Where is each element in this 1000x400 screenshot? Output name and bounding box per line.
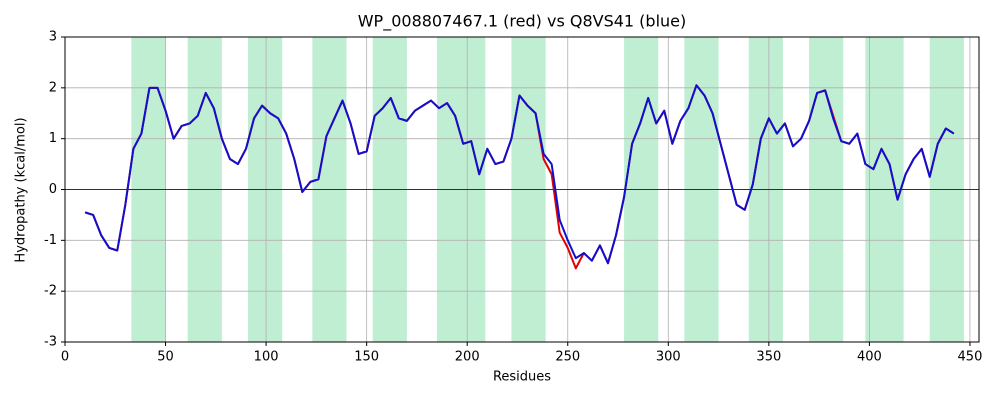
- x-tick-label: 450: [958, 350, 983, 365]
- x-tick-label: 100: [254, 350, 279, 365]
- y-tick-label: -1: [44, 233, 57, 248]
- y-tick-label: 3: [49, 30, 57, 45]
- chart-title: WP_008807467.1 (red) vs Q8VS41 (blue): [358, 12, 687, 32]
- x-tick-label: 350: [756, 350, 781, 365]
- x-tick-label: 150: [354, 350, 379, 365]
- plot-layer: 0 50 100 150 200 250 300 350 400 450 -3 -2 -1 0 1 2 3: [44, 30, 982, 365]
- x-tick-label: 50: [157, 350, 174, 365]
- y-tick-label: 0: [49, 182, 57, 197]
- x-tick-label: 200: [455, 350, 480, 365]
- x-tick-label: 300: [656, 350, 681, 365]
- x-tick-label: 400: [857, 350, 882, 365]
- plot-frame: [64, 36, 980, 343]
- x-tick-label: 0: [61, 350, 69, 365]
- y-axis-label: Hydropathy (kcal/mol): [14, 117, 29, 262]
- y-tick-label: -3: [44, 335, 57, 350]
- y-tick-label: 2: [49, 80, 57, 95]
- y-tick-label: 1: [49, 131, 57, 146]
- x-axis-label: Residues: [493, 370, 551, 385]
- data-line: [84, 84, 955, 265]
- x-tick-label: 250: [555, 350, 580, 365]
- y-tick-label: -2: [44, 284, 57, 299]
